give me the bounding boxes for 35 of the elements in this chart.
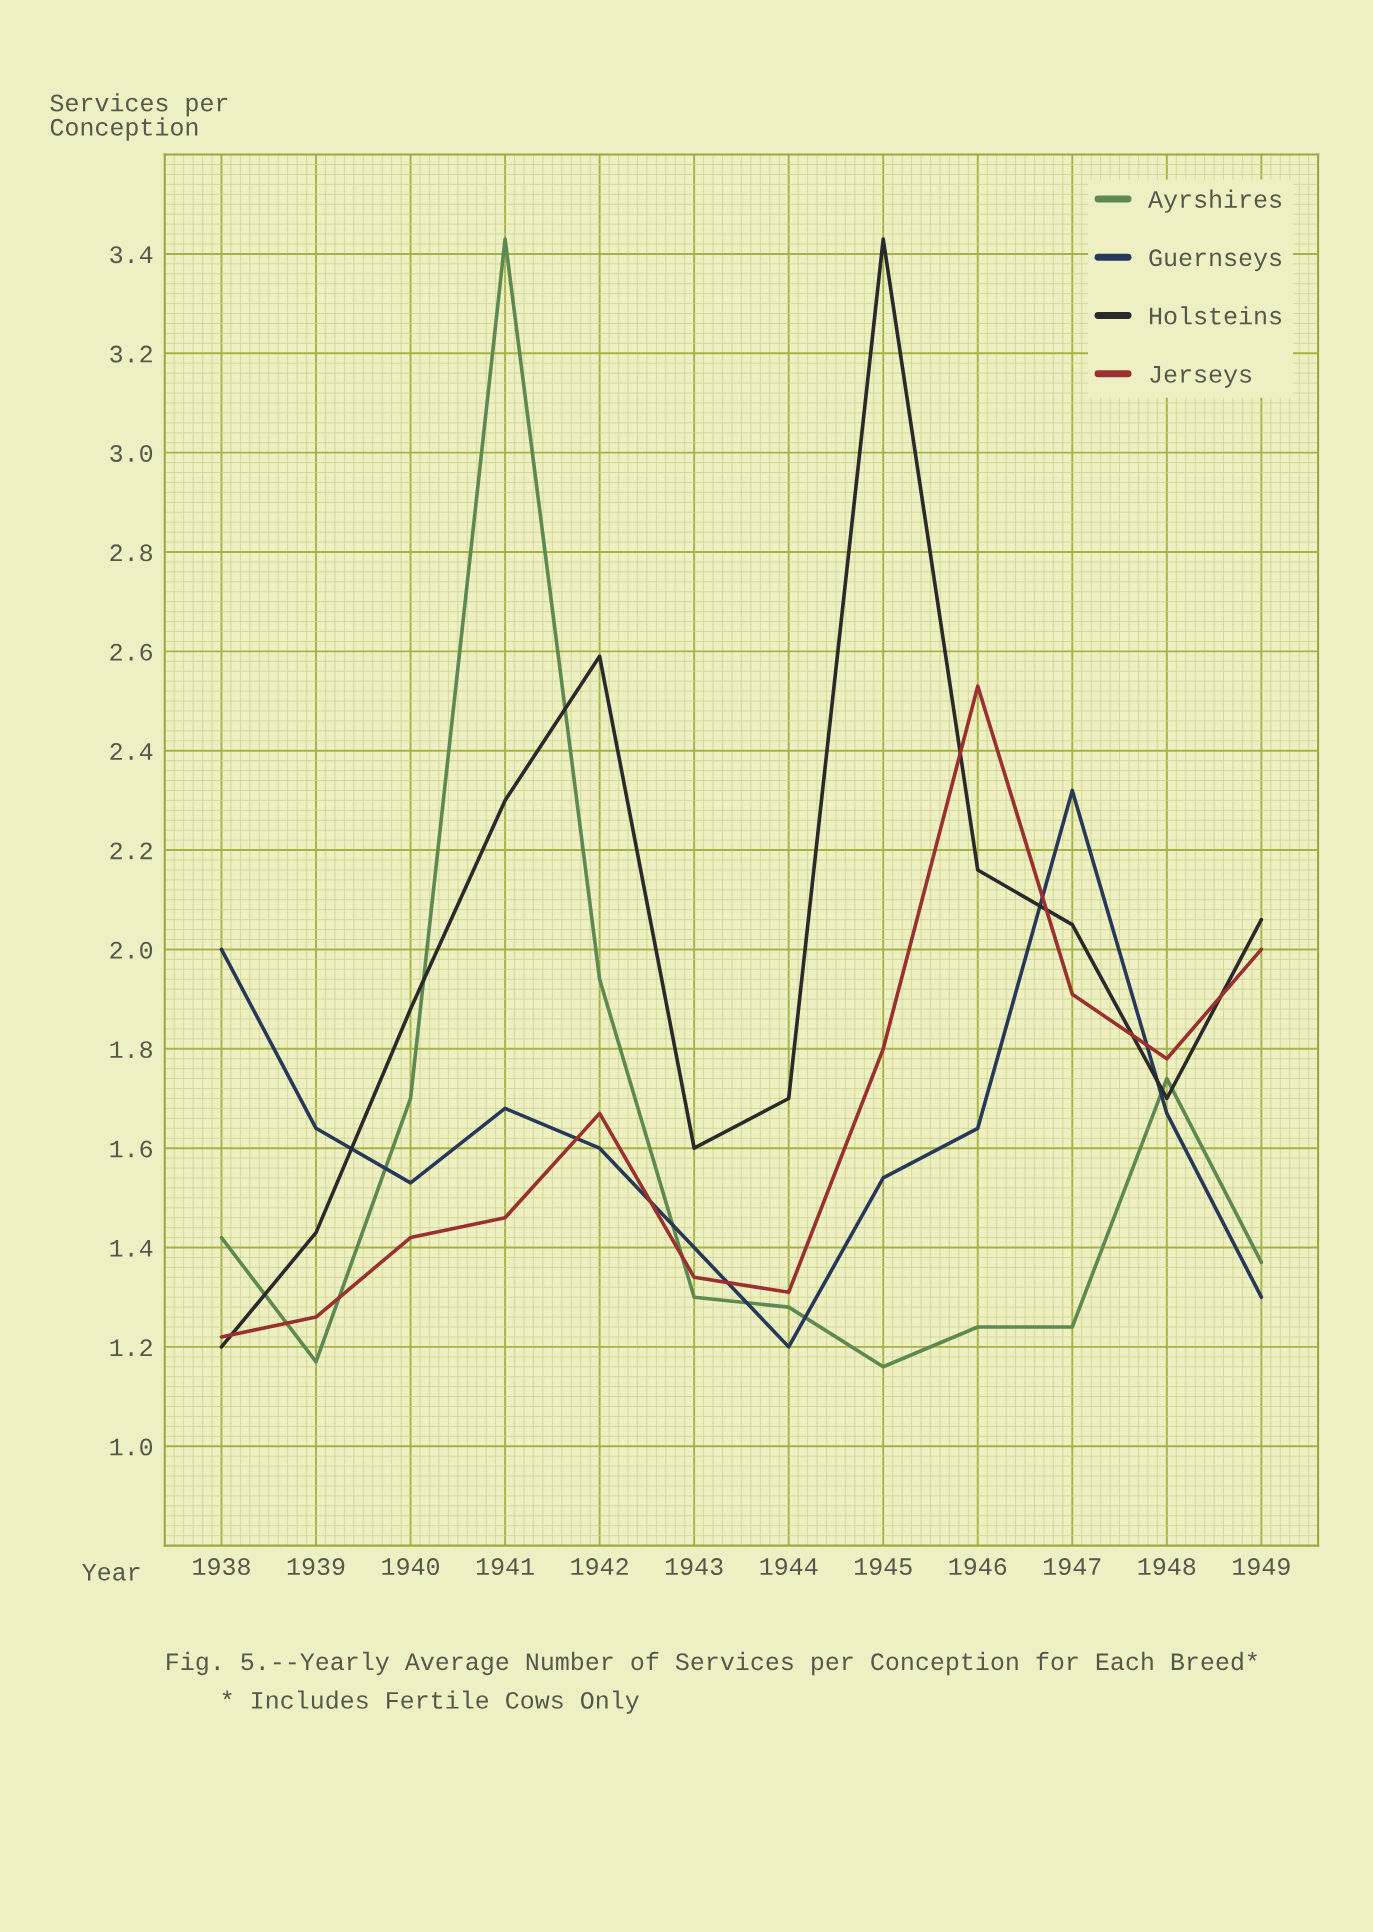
x-tick-label: 1940 (382, 1558, 440, 1576)
y-tick-label: 3.0 (110, 444, 153, 462)
x-tick-label: 1938 (193, 1558, 250, 1576)
x-tick-label: 1944 (760, 1558, 818, 1576)
line-series (219, 684, 1264, 1339)
y-tick-label: 2.2 (110, 842, 152, 860)
text: Fig. 5.--Yearly Average Number of Services per Conception for Each Breed* (167, 1651, 1257, 1676)
legend-label: Guernseys (1149, 249, 1282, 272)
y-tick-label: 3.4 (110, 246, 153, 264)
line-series (219, 788, 1264, 1349)
x-tick-label: 1948 (1138, 1558, 1196, 1576)
y-tick-label: 1.4 (110, 1240, 153, 1257)
y-tick-label: 2.4 (110, 743, 153, 760)
y-tick-label: 2.8 (110, 544, 152, 562)
x-tick-label: 1946 (949, 1558, 1007, 1576)
y-tick-label: 1.6 (110, 1140, 153, 1158)
x-axis-title: Year (82, 1563, 140, 1581)
y-axis-title: Services per Conception (50, 93, 228, 141)
x-tick-label: 1939 (287, 1558, 345, 1576)
legend-label: Holsteins (1150, 306, 1282, 325)
y-tick-label: 2.6 (110, 643, 153, 661)
x-tick-label: 1947 (1044, 1558, 1101, 1576)
legend-label: Jerseys (1150, 366, 1251, 388)
x-tick-label: 1943 (665, 1558, 723, 1576)
text: * Includes Fertile Cows Only (222, 1690, 639, 1714)
y-tick-label: 1.0 (110, 1438, 153, 1456)
y-tick-label: 1.8 (110, 1041, 152, 1059)
x-tick-label: 1949 (1233, 1558, 1290, 1576)
y-tick-label: 1.2 (110, 1339, 152, 1356)
y-tick-label: 3.2 (110, 345, 152, 363)
x-tick-label: 1941 (476, 1558, 534, 1576)
x-tick-label: 1945 (855, 1558, 912, 1576)
legend-label: Ayrshires (1148, 189, 1282, 213)
x-tick-label: 1942 (571, 1558, 628, 1576)
y-tick-label: 2.0 (110, 941, 153, 959)
